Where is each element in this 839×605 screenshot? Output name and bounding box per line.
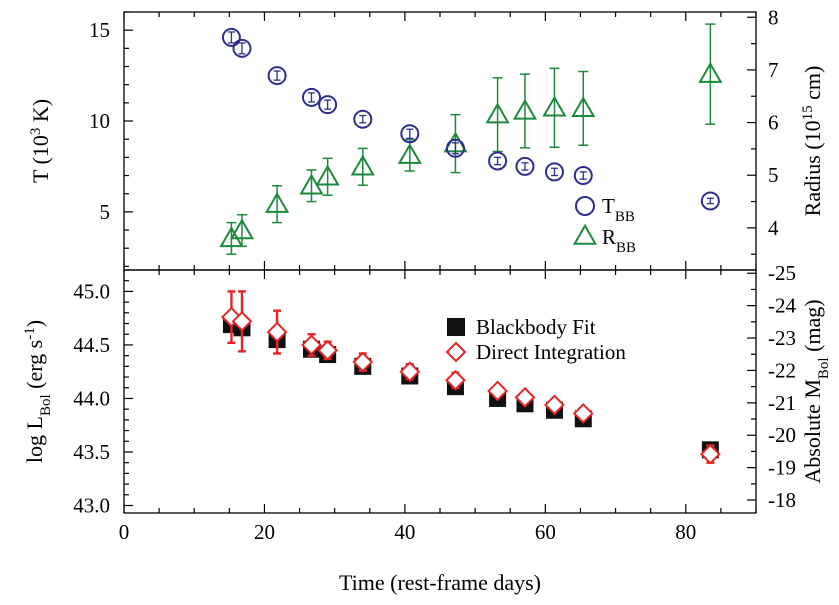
tbb-point bbox=[544, 162, 564, 182]
x-tick-label: 80 bbox=[675, 520, 696, 544]
tbb-point bbox=[353, 109, 373, 129]
top-right-axis-label: Radius (1015 cm) bbox=[800, 66, 825, 217]
bottom-right-tick-label: -22 bbox=[768, 358, 796, 382]
top-left-tick-label: 15 bbox=[89, 18, 110, 42]
bottom-right-tick-label: -18 bbox=[768, 488, 796, 512]
bottom-left-tick-label: 44.5 bbox=[73, 333, 110, 357]
x-axis-label: Time (rest-frame days) bbox=[339, 570, 541, 595]
top-left-tick-label: 5 bbox=[100, 200, 111, 224]
bottom-right-tick-label: -23 bbox=[768, 326, 796, 350]
legend-blackbody-label: Blackbody Fit bbox=[476, 315, 596, 339]
legend-blackbody-marker bbox=[447, 318, 465, 336]
tbb-point bbox=[221, 27, 241, 47]
rbb-point bbox=[571, 96, 596, 118]
bottom-right-tick-label: -25 bbox=[768, 261, 796, 285]
x-tick-label: 20 bbox=[254, 520, 275, 544]
top-right-tick-label: 5 bbox=[768, 163, 779, 187]
bottom-left-axis-label: log LBol (erg s-1) bbox=[22, 320, 54, 463]
bottom-right-tick-label: -20 bbox=[768, 423, 796, 447]
direct-integration-point bbox=[544, 394, 565, 416]
top-left-tick-label: 10 bbox=[89, 109, 110, 133]
legend-rbb-label: RBB bbox=[602, 225, 636, 256]
direct-integration-point bbox=[301, 334, 322, 356]
rbb-point bbox=[229, 218, 255, 240]
legend-rbb-marker bbox=[572, 223, 598, 245]
tbb-point bbox=[318, 95, 338, 115]
bottom-left-tick-label: 45.0 bbox=[73, 279, 110, 303]
direct-integration-point bbox=[445, 369, 466, 391]
x-tick-label: 0 bbox=[119, 520, 130, 544]
direct-integration-point bbox=[317, 339, 339, 361]
legend-tbb-label: TBB bbox=[602, 194, 635, 225]
x-tick-label: 40 bbox=[394, 520, 415, 544]
direct-integration-point bbox=[699, 443, 721, 465]
bottom-panel-frame bbox=[123, 269, 757, 514]
bottom-right-axis-label: Absolute MBol (mag) bbox=[800, 299, 832, 483]
bottom-panel: 0 20 40 60 80 Time (rest-frame days) 43.0 43.5 4… bbox=[22, 261, 832, 595]
tbb-point bbox=[488, 151, 508, 171]
rbb-point bbox=[397, 142, 422, 164]
tbb-point bbox=[400, 124, 420, 144]
top-left-axis-label: T (103 K) bbox=[28, 99, 53, 183]
bottom-left-tick-label: 43.5 bbox=[73, 440, 110, 464]
tbb-point bbox=[301, 87, 321, 107]
direct-integration-point bbox=[572, 403, 594, 424]
rbb-point bbox=[315, 164, 340, 186]
legend-tbb-marker bbox=[575, 196, 595, 216]
direct-integration-point bbox=[514, 386, 536, 408]
top-right-tick-label: 4 bbox=[768, 216, 779, 240]
bottom-left-tick-label: 43.0 bbox=[73, 494, 110, 518]
rbb-point bbox=[512, 98, 538, 120]
direct-integration-point bbox=[231, 310, 253, 332]
rbb-point bbox=[350, 154, 375, 176]
rbb-point bbox=[265, 191, 290, 213]
bottom-right-tick-label: -19 bbox=[768, 456, 796, 480]
direct-integration-point bbox=[399, 361, 421, 383]
tbb-point bbox=[515, 156, 535, 176]
rbb-point bbox=[698, 61, 723, 83]
top-right-tick-label: 6 bbox=[768, 111, 779, 135]
direct-integration-point bbox=[352, 351, 374, 373]
tbb-point bbox=[267, 66, 287, 86]
tbb-point bbox=[573, 166, 593, 186]
rbb-point bbox=[485, 102, 510, 124]
tbb-point bbox=[232, 38, 252, 58]
rbb-point bbox=[219, 226, 244, 248]
direct-integration-point bbox=[266, 321, 288, 343]
bottom-right-tick-label: -24 bbox=[768, 294, 796, 318]
top-panel: 5 10 15 4 5 6 7 8 T (103 K) Radius (1015 cm) TBBRB… bbox=[28, 5, 825, 271]
top-right-tick-label: 7 bbox=[768, 58, 779, 82]
top-right-tick-label: 8 bbox=[768, 5, 779, 29]
x-tick-label: 60 bbox=[535, 520, 556, 544]
legend-direct-label: Direct Integration bbox=[476, 340, 626, 364]
top-panel-frame bbox=[123, 11, 757, 271]
legend-direct-marker bbox=[445, 341, 467, 363]
direct-integration-point bbox=[487, 380, 508, 402]
bottom-left-tick-label: 44.0 bbox=[73, 386, 110, 410]
tbb-point bbox=[700, 191, 720, 211]
tbb-point bbox=[445, 138, 465, 158]
rbb-point bbox=[542, 95, 567, 117]
bottom-right-tick-label: -21 bbox=[768, 391, 796, 415]
